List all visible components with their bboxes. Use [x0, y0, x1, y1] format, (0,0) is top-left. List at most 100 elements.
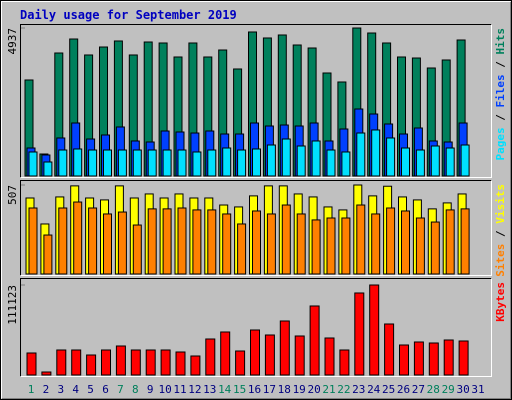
x-tick-label: 15: [233, 383, 246, 396]
legend-entry: Visits: [494, 184, 507, 224]
bar: [311, 219, 321, 275]
x-tick-label: 9: [147, 383, 154, 396]
panel-bevel: [20, 278, 492, 377]
bar: [415, 149, 425, 177]
legend-entry: KBytes: [494, 282, 507, 322]
bar: [175, 351, 186, 376]
legend-entry: Files: [494, 74, 507, 107]
legend-separator: /: [494, 55, 507, 75]
x-tick-label: 13: [203, 383, 216, 396]
bar: [309, 305, 320, 376]
bar: [41, 371, 52, 376]
bar: [222, 147, 232, 177]
bar: [160, 349, 171, 376]
x-tick-label: 25: [382, 383, 395, 396]
bar: [145, 349, 156, 376]
bar: [386, 207, 396, 275]
panel-bevel: [20, 278, 492, 377]
x-tick-label: 19: [293, 383, 306, 396]
bar: [296, 145, 306, 177]
bar: [190, 355, 201, 376]
bar: [252, 148, 261, 177]
bar: [235, 350, 246, 376]
bar: [43, 234, 53, 275]
bar: [103, 149, 112, 177]
x-tick-label: 24: [367, 383, 381, 396]
bar: [281, 138, 291, 177]
bar: [399, 344, 409, 376]
bar: [147, 149, 157, 177]
bar: [413, 341, 424, 376]
bar: [162, 208, 172, 275]
legend-entry: Pages: [494, 127, 507, 160]
bar: [401, 210, 410, 275]
bar: [192, 209, 202, 275]
bar: [58, 149, 68, 177]
bar: [73, 201, 83, 275]
bar: [326, 217, 336, 275]
bar: [252, 210, 261, 275]
bar: [162, 149, 172, 177]
legend: Sites / Visits: [494, 184, 507, 277]
legend-entry: Hits: [494, 28, 507, 55]
bar: [103, 213, 112, 275]
bar: [266, 144, 276, 177]
y-tick-label: 111123: [6, 285, 19, 325]
bar: [356, 132, 366, 177]
bar: [177, 207, 187, 275]
bar: [266, 213, 276, 275]
bar: [28, 207, 38, 275]
bar: [341, 217, 351, 275]
legend: Pages / Files / Hits: [494, 28, 507, 161]
x-tick-label: 1: [28, 383, 35, 396]
panel-bevel: [20, 180, 492, 276]
x-tick-label: 26: [397, 383, 410, 396]
x-tick-label: 22: [337, 383, 350, 396]
bar: [339, 349, 350, 376]
bar: [445, 147, 455, 177]
bar: [177, 149, 187, 177]
bar: [237, 149, 247, 177]
x-tick-label: 4: [72, 383, 79, 396]
bar: [207, 149, 217, 177]
legend-entry: Sites: [494, 244, 507, 277]
x-tick-label: 11: [173, 383, 186, 396]
bar: [130, 349, 141, 376]
bar: [147, 208, 157, 275]
legend-separator: /: [494, 108, 507, 128]
x-tick-label: 10: [158, 383, 171, 396]
bar: [43, 161, 53, 177]
bar: [117, 211, 127, 275]
x-tick-label: 28: [427, 383, 440, 396]
panel-bevel: [20, 24, 492, 178]
bar: [132, 149, 142, 177]
bar: [294, 335, 305, 376]
panel-bevel: [20, 180, 492, 276]
panel-bevel: [20, 24, 492, 178]
bar: [443, 339, 454, 376]
legend-separator: /: [494, 224, 507, 244]
bar: [428, 342, 439, 376]
x-tick-label: 23: [352, 383, 365, 396]
x-tick-label: 8: [132, 383, 139, 396]
bar: [445, 209, 455, 275]
bar: [341, 151, 351, 177]
bar: [279, 320, 290, 376]
bar: [207, 209, 217, 275]
bar: [88, 207, 98, 275]
bar: [26, 352, 37, 376]
bar: [73, 148, 83, 177]
x-tick-label: 3: [57, 383, 64, 396]
bar: [58, 207, 68, 275]
x-tick-label: 5: [87, 383, 94, 396]
bar: [384, 323, 395, 376]
bar: [237, 223, 247, 275]
x-tick-label: 30: [456, 383, 469, 396]
bar: [386, 137, 396, 177]
bar: [132, 224, 142, 275]
x-tick-label: 21: [322, 383, 335, 396]
x-tick-label: 16: [248, 383, 261, 396]
x-tick-label: 6: [102, 383, 109, 396]
x-tick-label: 20: [307, 383, 320, 396]
